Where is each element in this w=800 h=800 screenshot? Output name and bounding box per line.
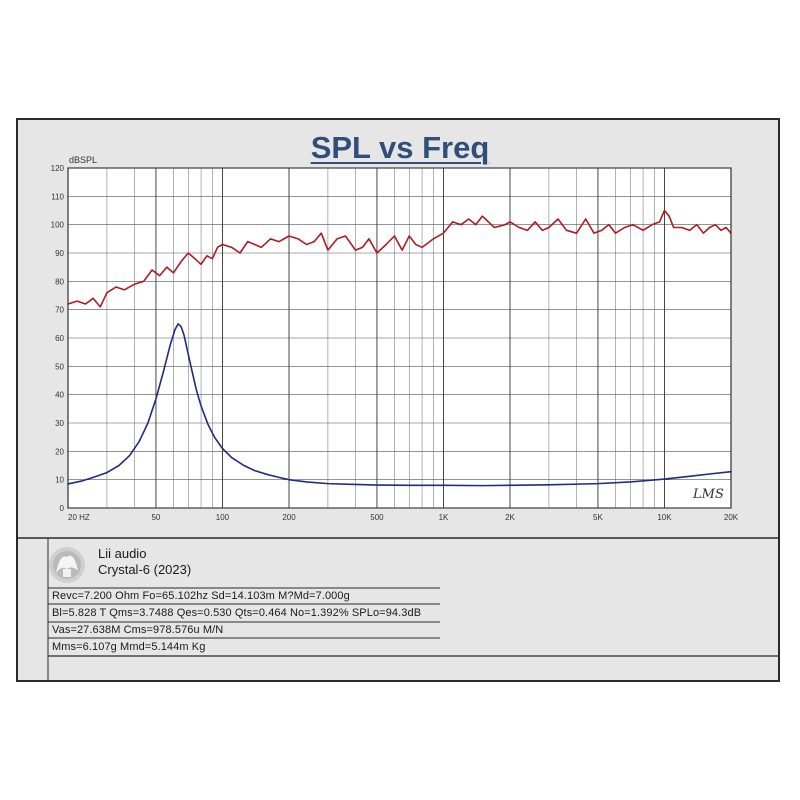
x-tick-label: 20 HZ: [68, 513, 90, 522]
param-line-3: Vas=27.638M Cms=978.576u M/N: [52, 624, 224, 636]
watermark: LMS: [692, 487, 724, 502]
y-tick-label: 20: [55, 447, 64, 456]
param-line-1: Revc=7.200 Ohm Fo=65.102hz Sd=14.103m M?…: [52, 590, 350, 602]
model-name: Crystal-6 (2023): [98, 562, 192, 577]
x-tick-label: 2K: [505, 513, 515, 522]
y-tick-label: 120: [51, 164, 65, 173]
param-line-4: Mms=6.107g Mmd=5.144m Kg: [52, 641, 206, 653]
x-tick-label: 5K: [593, 513, 603, 522]
x-tick-label: 10K: [657, 513, 672, 522]
chart-title: SPL vs Freq: [310, 130, 490, 165]
y-tick-label: 0: [60, 504, 65, 513]
y-tick-label: 100: [51, 221, 65, 230]
x-tick-label: 1K: [439, 513, 449, 522]
y-tick-label: 40: [55, 391, 64, 400]
x-tick-label: 200: [282, 513, 296, 522]
y-axis-label: dBSPL: [69, 155, 97, 165]
y-tick-label: 80: [55, 277, 64, 286]
series-line-spl: [67, 209, 732, 308]
param-line-2: Bl=5.828 T Qms=3.7488 Qes=0.530 Qts=0.46…: [52, 607, 422, 619]
x-tick-label: 50: [151, 513, 160, 522]
y-tick-label: 10: [55, 476, 64, 485]
series-group: [67, 209, 732, 487]
x-tick-labels: 20 HZ 50 100 200 500 1K 2K 5K 10K 20K: [68, 513, 739, 522]
x-tick-label: 100: [216, 513, 230, 522]
y-tick-label: 60: [55, 334, 64, 343]
y-tick-label: 90: [55, 249, 64, 258]
x-tick-label: 500: [370, 513, 384, 522]
brand-name: Lii audio: [98, 546, 147, 561]
y-tick-label: 50: [55, 362, 64, 371]
grid: [67, 167, 732, 509]
brand-logo: [49, 547, 85, 583]
y-tick-label: 30: [55, 419, 64, 428]
y-tick-label: 110: [51, 192, 64, 201]
y-tick-label: 70: [55, 306, 64, 315]
x-tick-label: 20K: [724, 513, 739, 522]
y-tick-labels: 0 10 20 30 40 50 60 70 80 90 100 110 120: [51, 164, 65, 513]
series-line-impedance: [67, 323, 732, 487]
